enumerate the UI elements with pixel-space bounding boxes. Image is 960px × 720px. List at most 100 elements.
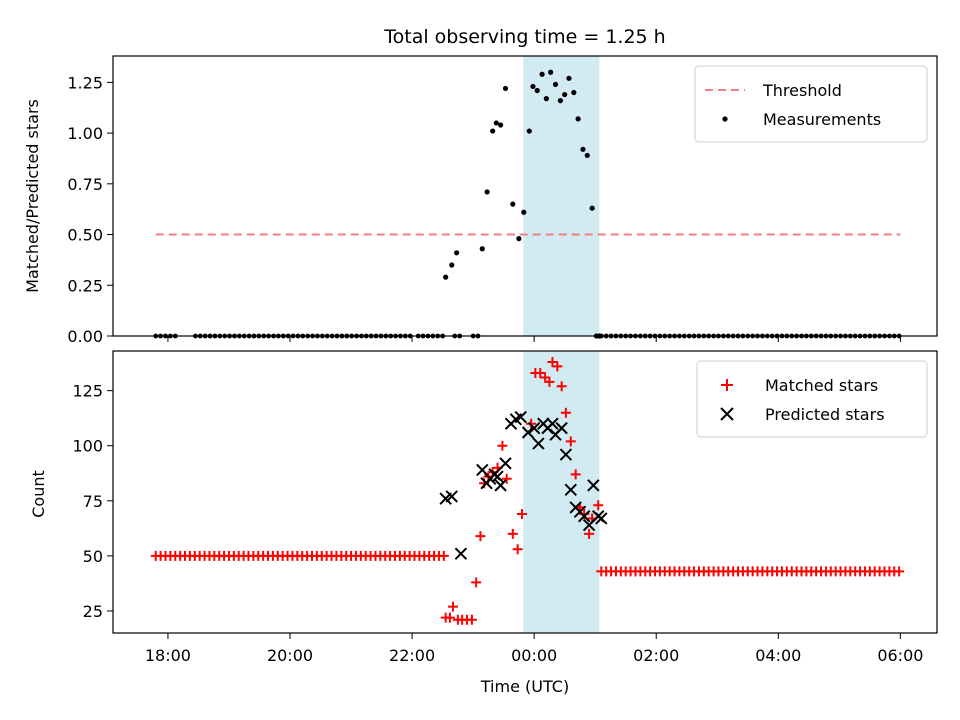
x-tick-label: 18:00 — [145, 646, 191, 665]
predicted-star-point — [491, 470, 504, 483]
predicted-star-point — [494, 479, 507, 492]
measurement-point — [566, 75, 572, 81]
predicted-star-point — [454, 547, 468, 560]
matched-star-point — [584, 528, 595, 539]
y-tick-label: 125 — [72, 382, 103, 401]
measurement-point — [552, 81, 559, 88]
matched-star-point — [516, 509, 527, 520]
predicted-star-point — [577, 510, 591, 523]
measurement-point — [521, 209, 527, 215]
legend-entry-label: Matched stars — [765, 376, 878, 395]
x-tick-label: 06:00 — [877, 646, 923, 665]
matched-star-point — [501, 473, 512, 484]
bottom-panel: 25 50 75 100 125 18:00 20:00 22:00 00:00 02:00 04:… — [72, 350, 938, 665]
predicted-star-point — [445, 490, 458, 503]
panel-frame — [112, 350, 938, 634]
predicted-star-point — [532, 437, 545, 450]
matched-star-point — [471, 577, 482, 588]
legend-box — [696, 360, 928, 438]
measurement-point — [526, 128, 532, 134]
measurement-point — [497, 122, 504, 128]
legend-box — [694, 65, 928, 143]
measurement-point — [571, 89, 577, 96]
matched-star-point — [544, 376, 555, 387]
measurement-point — [543, 96, 549, 102]
y-tick-label: 50 — [83, 547, 103, 566]
predicted-star-point — [555, 421, 568, 435]
x-tick-label: 20:00 — [267, 646, 313, 665]
matched-star-point — [552, 361, 563, 372]
legend-matched-swatch — [721, 379, 733, 391]
predicted-star-point — [564, 483, 577, 497]
x-tick-label: 22:00 — [389, 646, 435, 665]
x-tick-label: 02:00 — [633, 646, 679, 665]
measurement-point — [562, 91, 568, 98]
matched-star-point — [466, 614, 477, 625]
matched-star-point — [593, 500, 604, 511]
matched-star-point — [547, 357, 558, 368]
matched-star-point — [507, 528, 518, 539]
matched-star-point — [535, 368, 546, 379]
matched-star-point — [444, 612, 455, 623]
matched-star-point — [447, 601, 458, 612]
top-panel: 0.00 0.25 0.50 0.75 1.00 1.25 Threshold Measure… — [67, 55, 938, 346]
predicted-star-point — [527, 421, 541, 435]
measurement-point — [534, 87, 540, 94]
measurement-point — [510, 201, 516, 207]
predicted-star-point — [595, 512, 608, 525]
measurement-point — [516, 236, 522, 242]
matched-star-point — [556, 381, 567, 392]
observing-window-band — [523, 351, 600, 633]
y-tick-label: 1.25 — [67, 73, 103, 92]
top-y-axis-label: Matched/Predicted stars — [23, 99, 42, 293]
matched-star-point — [894, 566, 905, 577]
y-tick-label: 0.75 — [67, 175, 103, 194]
legend-predicted-swatch — [720, 407, 734, 421]
matched-star-point — [438, 550, 449, 561]
measurement-point — [557, 98, 564, 104]
y-tick-label: 25 — [83, 602, 103, 621]
measurement-point — [484, 189, 490, 195]
predicted-star-point — [521, 426, 535, 439]
measurement-point — [502, 85, 509, 92]
matched-star-point — [512, 544, 523, 555]
predicted-star-point — [499, 457, 512, 470]
y-tick-label: 0.00 — [67, 327, 103, 346]
observing-window-band — [523, 56, 600, 336]
y-tick-label: 0.25 — [67, 276, 103, 295]
y-tick-label: 1.00 — [67, 124, 103, 143]
legend-entry-label: Predicted stars — [765, 405, 885, 424]
y-tick-label: 100 — [72, 437, 103, 456]
matched-star-point — [475, 531, 486, 542]
measurement-point — [548, 69, 554, 75]
x-tick-label: 00:00 — [511, 646, 557, 665]
matched-star-point — [565, 436, 576, 447]
panel-frame — [112, 55, 938, 337]
measurement-point — [443, 274, 449, 280]
legend-entry-label: Threshold — [762, 81, 842, 100]
matched-star-point — [570, 469, 581, 480]
measurement-point — [575, 116, 581, 122]
measurement-point — [490, 128, 496, 134]
legend-entry-label: Measurements — [763, 110, 881, 129]
predicted-star-point — [514, 410, 527, 424]
measurement-point — [479, 246, 485, 252]
measurement-point — [584, 152, 590, 159]
measurement-point — [493, 120, 499, 126]
x-tick-label: 04:00 — [755, 646, 801, 665]
y-tick-label: 0.50 — [67, 226, 103, 245]
matched-star-point — [560, 407, 571, 418]
bottom-y-axis-label: Count — [29, 470, 48, 518]
measurement-point — [449, 262, 455, 268]
y-tick-label: 75 — [83, 492, 103, 511]
matched-star-point — [497, 440, 508, 451]
chart-title: Total observing time = 1.25 h — [383, 26, 665, 48]
x-axis-label: Time (UTC) — [480, 677, 569, 696]
predicted-star-point — [546, 417, 559, 430]
legend-measurements-swatch — [722, 116, 728, 122]
predicted-star-point — [587, 479, 600, 492]
measurement-point — [454, 250, 460, 256]
measurement-point — [580, 146, 586, 152]
predicted-star-point — [559, 448, 573, 461]
